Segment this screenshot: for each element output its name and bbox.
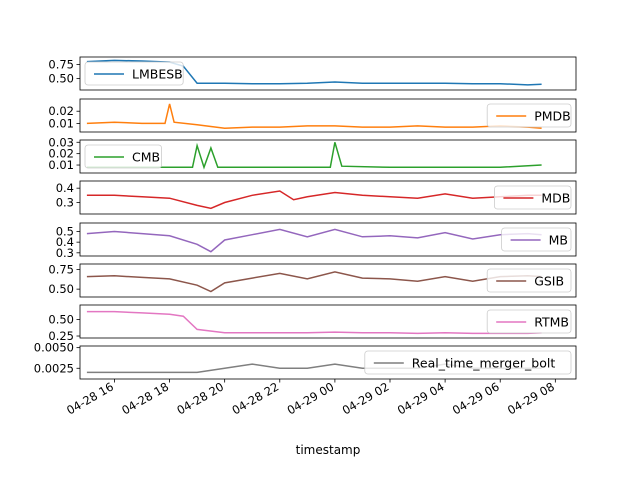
legend-box [364, 350, 572, 375]
series-line [86, 190, 542, 210]
legend: CMB [84, 144, 162, 169]
panel-gsib: 0.50 0.75 GSIB [48, 263, 577, 298]
legend-box [84, 61, 184, 86]
panel-frame [79, 263, 577, 298]
y-tick-label: 0.50 [48, 282, 74, 296]
y-tick-label: 0.01 [48, 116, 74, 130]
y-tick-label: 0.50 [48, 72, 74, 86]
legend-box [486, 103, 572, 128]
legend-label: PMDB [534, 109, 571, 124]
y-tick-label: 0.4 [56, 181, 74, 195]
x-tick-label: 04-29 00 [285, 379, 337, 417]
panel-frame [79, 139, 577, 174]
x-axis: 04-28 16 04-28 18 04-28 20 04-28 22 04-29 00… [64, 379, 557, 417]
y-tick-label: 0.3 [56, 246, 74, 260]
series-line [86, 310, 542, 335]
panel-frame [79, 180, 577, 215]
series-line [86, 142, 542, 170]
panel-lmbesb: 0.500.75 LMBESB [48, 56, 577, 91]
panel-frame [79, 98, 577, 133]
x-tick-label: 04-29 08 [505, 379, 557, 417]
y-tick-label: 0.75 [48, 263, 74, 277]
panel-frame [79, 304, 577, 339]
x-tick-label: 04-28 22 [229, 379, 281, 417]
y-tick-label: 0.02 [48, 104, 74, 118]
panel-pmdb: 0.010.02 PMDB [48, 98, 577, 133]
x-axis-label: timestamp [296, 443, 361, 457]
legend: MB [501, 227, 572, 252]
x-tick-label: 04-29 06 [450, 379, 502, 417]
legend: PMDB [486, 103, 572, 128]
legend-label: Real_time_merger_bolt [412, 356, 556, 371]
x-tick-label: 04-29 04 [395, 379, 447, 417]
y-tick-label: 0.4 [56, 235, 74, 249]
y-tick-label: 0.03 [48, 135, 74, 149]
panel-cmb: 0.010.020.03 CMB [48, 135, 577, 174]
y-tick-label: 0.25 [48, 329, 74, 343]
y-tick-label: 0.50 [48, 313, 74, 327]
panel-mdb: 0.30.4 MDB [56, 180, 577, 215]
legend: Real_time_merger_bolt [364, 350, 572, 375]
legend-label: CMB [132, 150, 160, 165]
legend-label: MB [549, 233, 568, 248]
series-line [86, 228, 542, 253]
panel-mb: 0.30.40.5 MB [56, 222, 577, 260]
legend: LMBESB [84, 61, 184, 86]
legend-label: GSIB [534, 274, 564, 289]
legend: GSIB [486, 268, 572, 293]
x-tick-label: 04-28 20 [174, 379, 226, 417]
panel-frame [79, 345, 577, 380]
panel-rtmb: 0.25 0.50 RTMB [48, 304, 577, 343]
legend-label: RTMB [534, 315, 569, 330]
legend-label: MDB [541, 191, 570, 206]
legend: MDB [493, 185, 572, 210]
x-tick-label: 04-28 18 [119, 379, 171, 417]
y-tick-label: 0.3 [56, 196, 74, 210]
y-tick-label: 0.0050 [34, 341, 74, 355]
series-line [86, 271, 542, 293]
y-tick-label: 0.5 [56, 225, 74, 239]
panel-frame [79, 222, 577, 257]
series-line [86, 103, 542, 130]
y-tick-label: 0.75 [48, 57, 74, 71]
panel-frame [79, 56, 577, 91]
legend-label: LMBESB [132, 67, 183, 82]
x-tick-label: 04-28 16 [64, 379, 116, 417]
y-tick-label: 0.0025 [34, 361, 74, 375]
panel-real_time_merger_bolt: 0.0025 0.0050 Real_time_merger_bolt [34, 341, 577, 380]
x-tick-label: 04-29 02 [340, 379, 392, 417]
legend-box [486, 309, 572, 334]
legend-box [486, 268, 572, 293]
legend: RTMB [486, 309, 572, 334]
y-tick-label: 0.02 [48, 147, 74, 161]
y-tick-label: 0.01 [48, 158, 74, 172]
